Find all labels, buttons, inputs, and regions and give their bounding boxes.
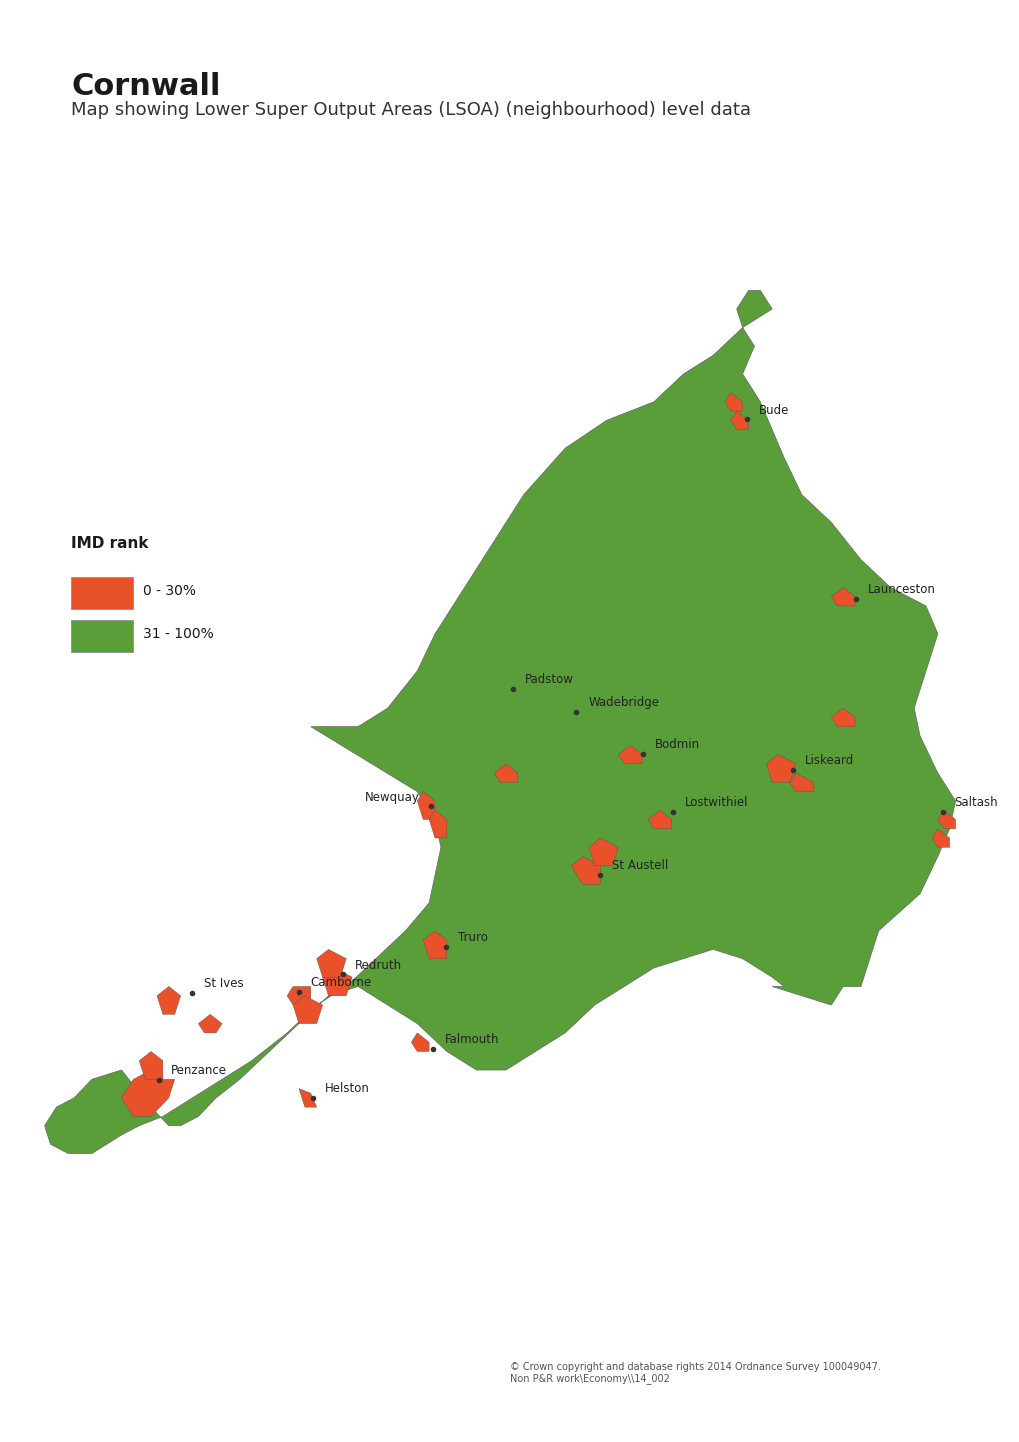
Polygon shape [936,810,955,829]
Polygon shape [299,1089,316,1107]
Text: Camborne: Camborne [311,976,372,989]
Text: Saltash: Saltash [954,796,997,809]
Text: Helston: Helston [325,1082,370,1094]
Polygon shape [198,1014,222,1032]
Polygon shape [139,1051,163,1079]
Polygon shape [571,857,600,884]
Text: Redruth: Redruth [355,959,401,972]
Text: Lostwithiel: Lostwithiel [685,796,748,809]
Text: St Austell: St Austell [611,859,667,872]
Polygon shape [618,746,641,764]
Text: Newquay: Newquay [365,790,419,803]
Polygon shape [286,986,311,1005]
Polygon shape [322,968,352,996]
Text: IMD rank: IMD rank [71,536,149,551]
Text: Bodmin: Bodmin [654,738,699,751]
Text: 0 - 30%: 0 - 30% [143,584,196,598]
Polygon shape [423,930,446,959]
Text: Map showing Lower Super Output Areas (LSOA) (neighbourhood) level data: Map showing Lower Super Output Areas (LS… [71,101,751,118]
Text: Cornwall: Cornwall [71,72,221,101]
Text: Truro: Truro [458,930,487,945]
Polygon shape [647,810,671,829]
Text: Padstow: Padstow [525,673,574,686]
Polygon shape [931,829,949,848]
Polygon shape [730,411,748,430]
Polygon shape [411,1032,429,1051]
Text: St Ives: St Ives [204,978,244,991]
Text: Falmouth: Falmouth [444,1032,499,1045]
Polygon shape [45,290,955,1154]
Polygon shape [157,986,180,1014]
Text: Launceston: Launceston [867,583,935,596]
Polygon shape [493,764,518,783]
Polygon shape [725,392,742,411]
Text: Wadebridge: Wadebridge [588,696,658,709]
Text: 31 - 100%: 31 - 100% [143,627,213,642]
Polygon shape [417,792,434,819]
Polygon shape [316,949,345,978]
Polygon shape [292,996,322,1024]
Polygon shape [588,838,618,865]
Text: © Crown copyright and database rights 2014 Ordnance Survey 100049047.
Non P&R wo: © Crown copyright and database rights 20… [510,1361,880,1384]
Polygon shape [121,1070,174,1116]
Polygon shape [789,773,813,792]
Polygon shape [830,708,854,727]
Text: Bude: Bude [758,404,788,417]
Polygon shape [765,754,795,783]
Polygon shape [830,587,854,606]
Polygon shape [429,810,446,838]
Text: Penzance: Penzance [170,1064,226,1077]
Text: Liskeard: Liskeard [804,754,853,767]
